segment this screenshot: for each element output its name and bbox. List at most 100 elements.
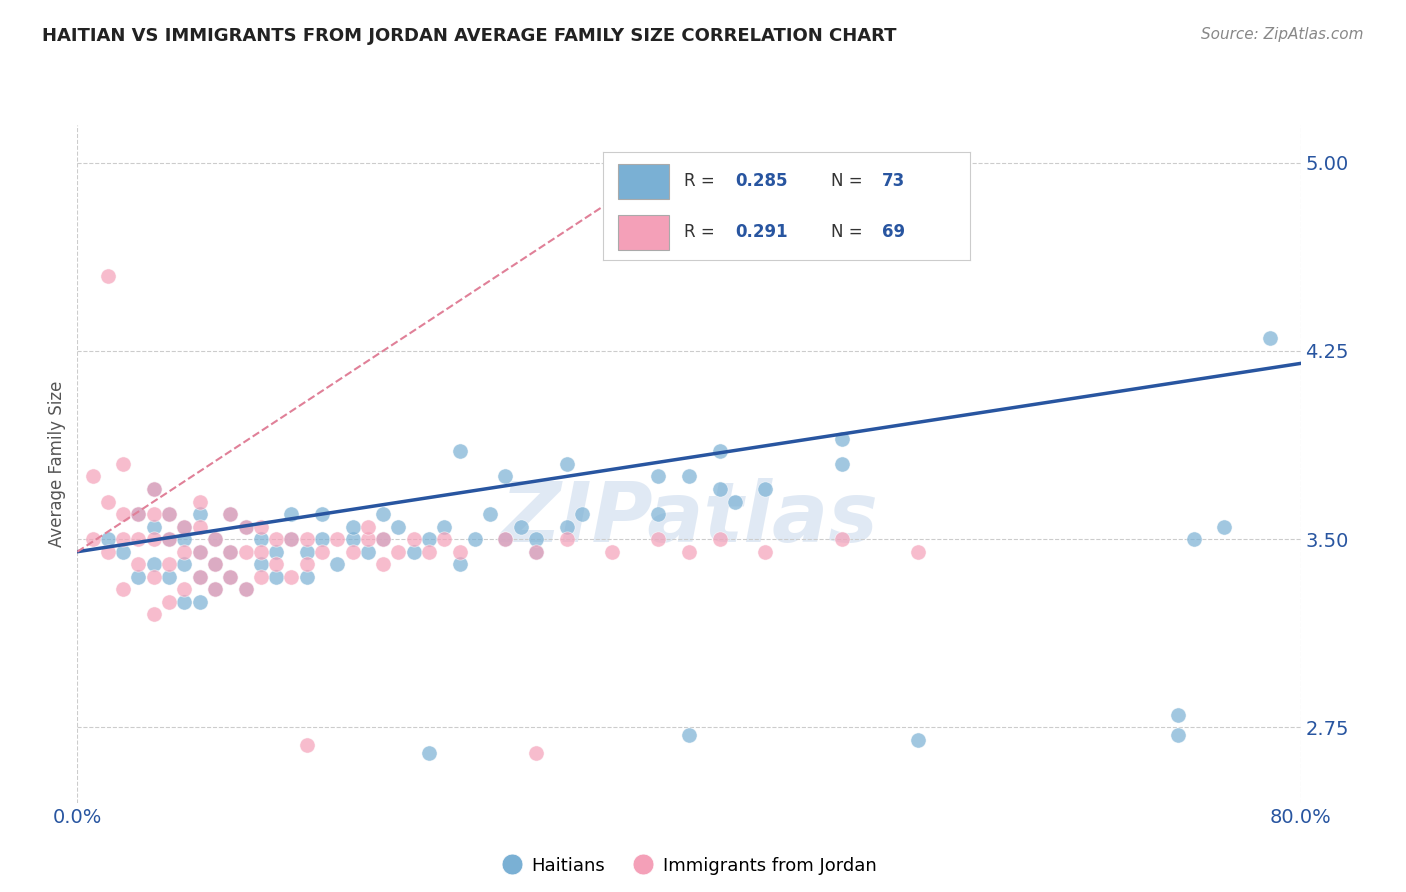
Point [264, 558, 287, 572]
Point [371, 532, 394, 546]
Point [602, 244, 624, 258]
Point [97, 494, 120, 508]
Point [357, 545, 380, 559]
Point [142, 482, 165, 496]
Point [402, 532, 425, 546]
Point [173, 519, 195, 533]
Text: Source: ZipAtlas.com: Source: ZipAtlas.com [1201, 27, 1364, 42]
Point [173, 558, 195, 572]
Point [219, 570, 242, 584]
Point [204, 532, 226, 546]
Point [295, 532, 318, 546]
Point [82, 469, 104, 483]
Point [495, 532, 517, 546]
Point [173, 519, 195, 533]
Point [754, 545, 776, 559]
Point [295, 545, 318, 559]
Point [188, 507, 211, 521]
Point [188, 570, 211, 584]
Point [449, 558, 471, 572]
Point [449, 444, 471, 458]
Point [127, 507, 149, 521]
Point [204, 582, 226, 597]
Point [311, 507, 333, 521]
Point [280, 532, 302, 546]
Point [831, 457, 853, 471]
Point [204, 532, 226, 546]
Point [433, 532, 456, 546]
Point [1213, 519, 1236, 533]
Point [571, 507, 593, 521]
Point [173, 582, 195, 597]
Point [204, 558, 226, 572]
Point [127, 570, 149, 584]
Point [371, 532, 394, 546]
Point [280, 507, 302, 521]
Point [479, 507, 502, 521]
Point [142, 482, 165, 496]
Point [142, 570, 165, 584]
Point [1258, 331, 1281, 345]
Point [1167, 728, 1189, 742]
Point [97, 268, 120, 283]
Point [602, 545, 624, 559]
Point [142, 558, 165, 572]
Point [173, 545, 195, 559]
Point [235, 519, 257, 533]
Point [127, 558, 149, 572]
Point [831, 432, 853, 446]
Point [142, 532, 165, 546]
Point [97, 532, 120, 546]
Point [82, 532, 104, 546]
Point [188, 545, 211, 559]
Text: ZIPatlas: ZIPatlas [501, 477, 877, 558]
Point [709, 482, 731, 496]
Point [112, 507, 135, 521]
Point [418, 746, 440, 760]
Point [264, 570, 287, 584]
Point [280, 532, 302, 546]
Point [295, 738, 318, 752]
Point [250, 558, 273, 572]
Point [678, 545, 700, 559]
Point [157, 507, 180, 521]
Point [342, 532, 364, 546]
Point [112, 545, 135, 559]
Point [250, 532, 273, 546]
Point [418, 545, 440, 559]
Point [754, 482, 776, 496]
Point [112, 457, 135, 471]
Legend: Haitians, Immigrants from Jordan: Haitians, Immigrants from Jordan [494, 848, 884, 882]
Point [204, 558, 226, 572]
Point [524, 545, 547, 559]
Point [127, 532, 149, 546]
Point [831, 532, 853, 546]
Text: HAITIAN VS IMMIGRANTS FROM JORDAN AVERAGE FAMILY SIZE CORRELATION CHART: HAITIAN VS IMMIGRANTS FROM JORDAN AVERAG… [42, 27, 897, 45]
Point [219, 545, 242, 559]
Point [555, 457, 578, 471]
Point [524, 532, 547, 546]
Point [387, 545, 409, 559]
Point [342, 545, 364, 559]
Point [555, 519, 578, 533]
Point [97, 545, 120, 559]
Point [157, 532, 180, 546]
Point [371, 507, 394, 521]
Point [173, 532, 195, 546]
Point [250, 570, 273, 584]
Point [326, 558, 349, 572]
Point [311, 545, 333, 559]
Point [235, 582, 257, 597]
Point [678, 469, 700, 483]
Point [1167, 707, 1189, 722]
Point [907, 733, 929, 747]
Point [219, 507, 242, 521]
Point [188, 570, 211, 584]
Point [188, 494, 211, 508]
Point [219, 507, 242, 521]
Point [235, 582, 257, 597]
Point [204, 582, 226, 597]
Point [219, 545, 242, 559]
Point [371, 558, 394, 572]
Point [219, 570, 242, 584]
